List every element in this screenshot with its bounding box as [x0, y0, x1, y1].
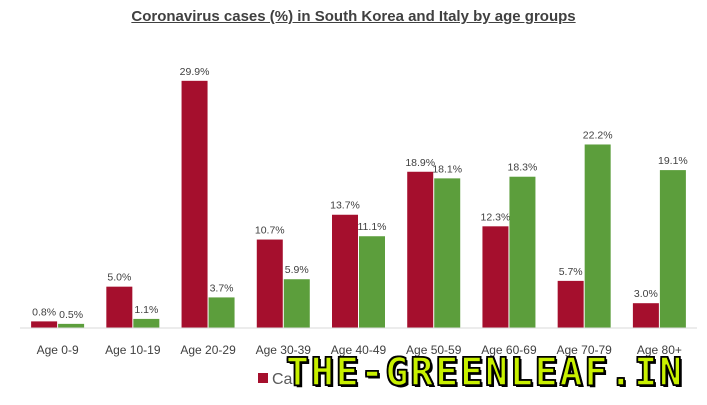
data-label-s1-age-10-19: 5.0% — [107, 272, 131, 284]
data-label-s1-age-20-29: 29.9% — [180, 66, 210, 78]
bar-s1-age-70-79 — [557, 280, 584, 328]
legend: Ca — [258, 371, 293, 388]
bar-s2-age-80- — [659, 170, 686, 328]
data-label-s1-age-60-69: 12.3% — [481, 211, 511, 223]
bar-s2-age-30-39 — [283, 279, 310, 328]
data-label-s1-age-70-79: 5.7% — [559, 266, 583, 278]
x-tick-label: Age 60-69 — [481, 343, 537, 357]
x-tick-label: Age 0-9 — [37, 343, 79, 357]
bar-s2-age-0-9 — [58, 323, 85, 328]
bar-s2-age-60-69 — [509, 176, 536, 328]
data-label-s2-age-0-9: 0.5% — [59, 309, 83, 321]
x-tick-label: Age 50-59 — [406, 343, 462, 357]
data-label-s2-age-80-: 19.1% — [658, 155, 688, 167]
bar-s2-age-50-59 — [434, 178, 461, 328]
x-tick-label: Age 70-79 — [556, 343, 612, 357]
bar-s2-age-40-49 — [359, 236, 385, 328]
data-label-s1-age-30-39: 10.7% — [255, 225, 285, 237]
data-label-s2-age-20-29: 3.7% — [210, 282, 234, 294]
legend-swatch-series-1 — [258, 373, 268, 383]
x-tick-label: Age 30-39 — [256, 343, 312, 357]
x-tick-label: Age 80+ — [637, 343, 682, 357]
data-label-s1-age-80-: 3.0% — [634, 288, 658, 300]
chart-title: Coronavirus cases (%) in South Korea and… — [131, 8, 576, 25]
data-label-s1-age-50-59: 18.9% — [405, 157, 435, 169]
bar-s1-age-50-59 — [407, 171, 434, 328]
legend-label-series-1: Ca — [272, 371, 293, 388]
x-tick-label: Age 10-19 — [105, 343, 161, 357]
data-label-s2-age-10-19: 1.1% — [134, 304, 158, 316]
bar-s1-age-60-69 — [482, 226, 509, 328]
bar-s1-age-20-29 — [181, 80, 208, 329]
x-tick-label: Age 20-29 — [180, 343, 236, 357]
watermark-logo: THE-GREENLEAF.IN — [285, 349, 685, 395]
bar-s2-age-10-19 — [133, 318, 160, 328]
bar-s1-age-10-19 — [106, 286, 133, 328]
data-label-s1-age-40-49: 13.7% — [330, 200, 360, 212]
bar-s2-age-70-79 — [584, 144, 611, 328]
data-label-s2-age-40-49: 11.1% — [358, 221, 387, 233]
bar-s2-age-20-29 — [208, 297, 235, 328]
bar-s1-age-30-39 — [256, 239, 283, 328]
x-tick-label: Age 40-49 — [331, 343, 387, 357]
bar-s1-age-80- — [632, 303, 659, 328]
data-label-s2-age-70-79: 22.2% — [583, 129, 613, 141]
data-label-s2-age-50-59: 18.1% — [432, 163, 462, 175]
data-label-s2-age-30-39: 5.9% — [285, 264, 309, 276]
bar-s1-age-0-9 — [31, 321, 58, 328]
data-label-s1-age-0-9: 0.8% — [32, 306, 56, 318]
bar-s1-age-40-49 — [332, 214, 358, 328]
data-label-s2-age-60-69: 18.3% — [508, 162, 538, 174]
